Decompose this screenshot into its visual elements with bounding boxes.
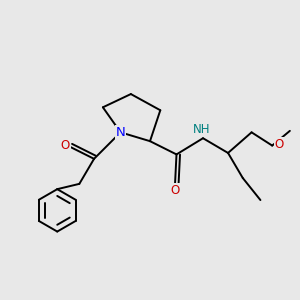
Text: N: N [116, 126, 125, 139]
Text: O: O [61, 139, 70, 152]
Text: O: O [274, 138, 284, 151]
Text: O: O [170, 184, 180, 197]
Text: NH: NH [193, 123, 210, 136]
